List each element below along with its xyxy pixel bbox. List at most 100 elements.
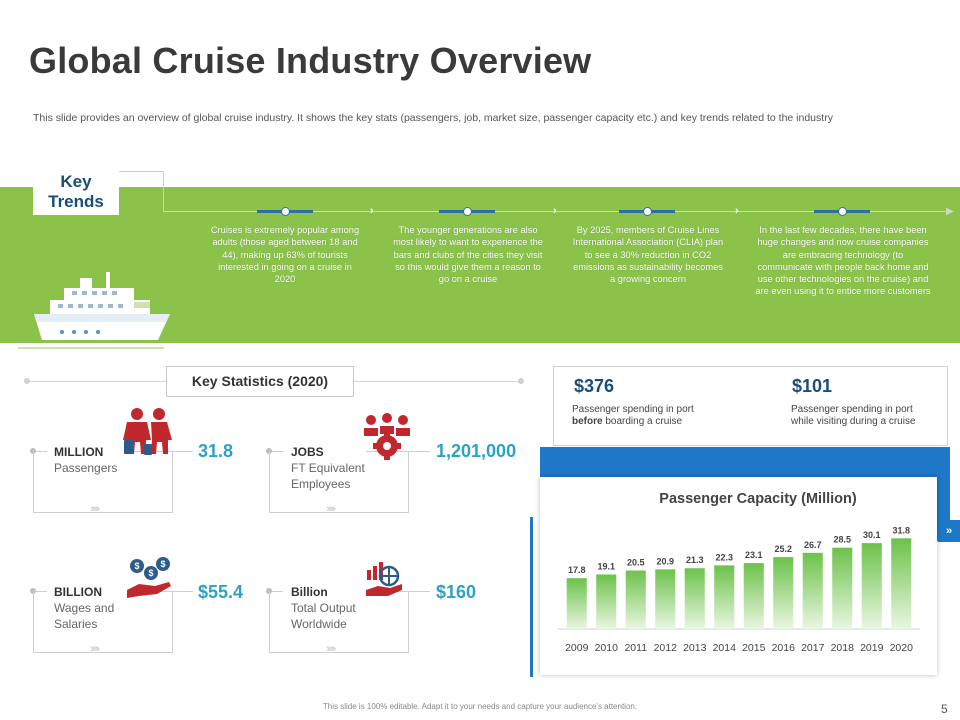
timeline-line <box>163 211 948 212</box>
data-label-2019: 30.1 <box>863 530 881 540</box>
stat-desc: Wages and Salaries <box>54 601 115 631</box>
footer-note: This slide is 100% editable. Adapt it to… <box>322 702 638 711</box>
spending-before-text-1: Passenger spending in port <box>572 404 694 415</box>
stat-unit: BILLION <box>54 585 102 599</box>
chevron-right-icon: › <box>735 205 739 217</box>
tick-label-2014: 2014 <box>713 642 737 654</box>
connector-line <box>163 171 164 211</box>
card-border <box>33 451 47 452</box>
accent-line <box>530 517 533 677</box>
bar-chart: Passenger Capacity (Million) 17.8 2009 19.… <box>558 491 920 654</box>
bar-2020 <box>891 538 912 629</box>
tick-label-2011: 2011 <box>624 642 647 654</box>
spending-during-text-2: while visiting during a cruise <box>791 416 916 427</box>
spending-before-text-2: boarding a cruise <box>602 416 683 427</box>
spending-during-value: $101 <box>792 376 833 396</box>
stat-desc: FT Equivalent Employees <box>291 461 365 491</box>
tick-label-2010: 2010 <box>595 642 619 654</box>
data-label-2020: 31.8 <box>892 525 910 535</box>
timeline-node <box>257 207 313 216</box>
chevrons-icon: ››››› <box>326 503 336 515</box>
page-number: 5 <box>941 702 948 716</box>
bar-2016 <box>773 557 794 629</box>
tick-label-2015: 2015 <box>742 642 766 654</box>
bar-2019 <box>861 543 882 629</box>
spending-panel <box>553 366 948 446</box>
key-trends-label: Key Trends <box>33 170 119 215</box>
stat-unit: MILLION <box>54 445 104 459</box>
data-label-2009: 17.8 <box>568 565 586 575</box>
bar-2015 <box>743 563 764 629</box>
spending-before-value: $376 <box>574 376 615 396</box>
passenger-capacity-chart: Passenger Capacity (Million) 17.8 2009 19.… <box>540 477 937 675</box>
tick-label-2019: 2019 <box>860 642 884 654</box>
card-border <box>33 591 47 592</box>
tick-label-2020: 2020 <box>890 642 914 654</box>
data-label-2016: 25.2 <box>774 544 792 554</box>
money-hand-icon: $ $ $ <box>127 557 171 598</box>
chevrons-icon: ››››› <box>90 643 100 655</box>
stat-value-jobs: 1,201,000 <box>436 441 517 461</box>
svg-text:$: $ <box>160 559 165 569</box>
team-gear-icon <box>364 413 410 460</box>
bar-2009 <box>566 578 587 629</box>
tick-label-2016: 2016 <box>772 642 796 654</box>
timeline-arrow-icon: ▶ <box>946 206 954 217</box>
page-title: Global Cruise Industry Overview <box>29 40 592 81</box>
key-trends-label-line1: Key <box>60 172 92 191</box>
tick-label-2009: 2009 <box>565 642 589 654</box>
card-border <box>269 591 283 592</box>
chevron-right-icon: › <box>370 205 374 217</box>
trend-text-4: In the last few decades, there have been… <box>755 225 931 297</box>
connector-line <box>119 171 164 172</box>
key-trends-label-line2: Trends <box>48 192 104 211</box>
bar-2013 <box>684 568 705 629</box>
tick-label-2018: 2018 <box>831 642 855 654</box>
tick-label-2013: 2013 <box>683 642 707 654</box>
timeline-node <box>814 207 870 216</box>
page-subtitle: This slide provides an overview of globa… <box>33 112 833 124</box>
stat-card-jobs <box>269 451 409 513</box>
stat-unit: Billion <box>291 585 328 599</box>
card-border <box>128 451 193 452</box>
svg-text:$: $ <box>148 568 153 578</box>
spending-before-text: Passenger spending in port before boardi… <box>572 404 732 428</box>
tick-label-2012: 2012 <box>654 642 678 654</box>
divider-dot <box>518 378 524 384</box>
spending-during-text: Passenger spending in port while visitin… <box>791 404 941 428</box>
bar-2011 <box>625 570 646 629</box>
trend-text-2: The younger generations are also most li… <box>393 225 543 285</box>
card-border <box>366 451 430 452</box>
bar-2012 <box>655 569 676 629</box>
trend-text-1: Cruises is extremely popular among adult… <box>210 225 360 285</box>
bar-2017 <box>802 552 823 629</box>
chevrons-icon: ››››› <box>326 643 336 655</box>
spending-before-bold: before <box>572 416 603 427</box>
data-label-2012: 20.9 <box>656 556 674 566</box>
timeline-node <box>619 207 675 216</box>
data-label-2011: 20.5 <box>627 558 645 568</box>
cruise-ship-icon <box>18 272 170 349</box>
globe-chart-icon <box>366 562 402 596</box>
bar-2010 <box>596 574 617 629</box>
stat-unit: JOBS <box>291 445 324 459</box>
data-label-2013: 21.3 <box>686 555 704 565</box>
data-label-2010: 19.1 <box>597 562 615 572</box>
bar-2014 <box>714 565 735 629</box>
stat-value-wages: $55.4 <box>198 582 244 602</box>
stat-card-passengers <box>33 451 173 513</box>
stat-card-wages <box>33 591 173 653</box>
double-chevron-right-icon: » <box>938 520 960 542</box>
svg-text:$: $ <box>134 561 139 571</box>
data-label-2014: 22.3 <box>715 552 733 562</box>
stat-value-passengers: 31.8 <box>198 441 234 461</box>
family-icon <box>123 408 172 455</box>
chevrons-icon: ››››› <box>90 503 100 515</box>
divider-dot <box>24 378 30 384</box>
bar-2018 <box>832 547 853 629</box>
chevron-right-icon: › <box>553 205 557 217</box>
data-label-2015: 23.1 <box>745 550 763 560</box>
spending-during-text-1: Passenger spending in port <box>791 404 913 415</box>
card-border <box>269 451 283 452</box>
trend-text-3: By 2025, members of Cruise Lines Interna… <box>572 225 724 285</box>
